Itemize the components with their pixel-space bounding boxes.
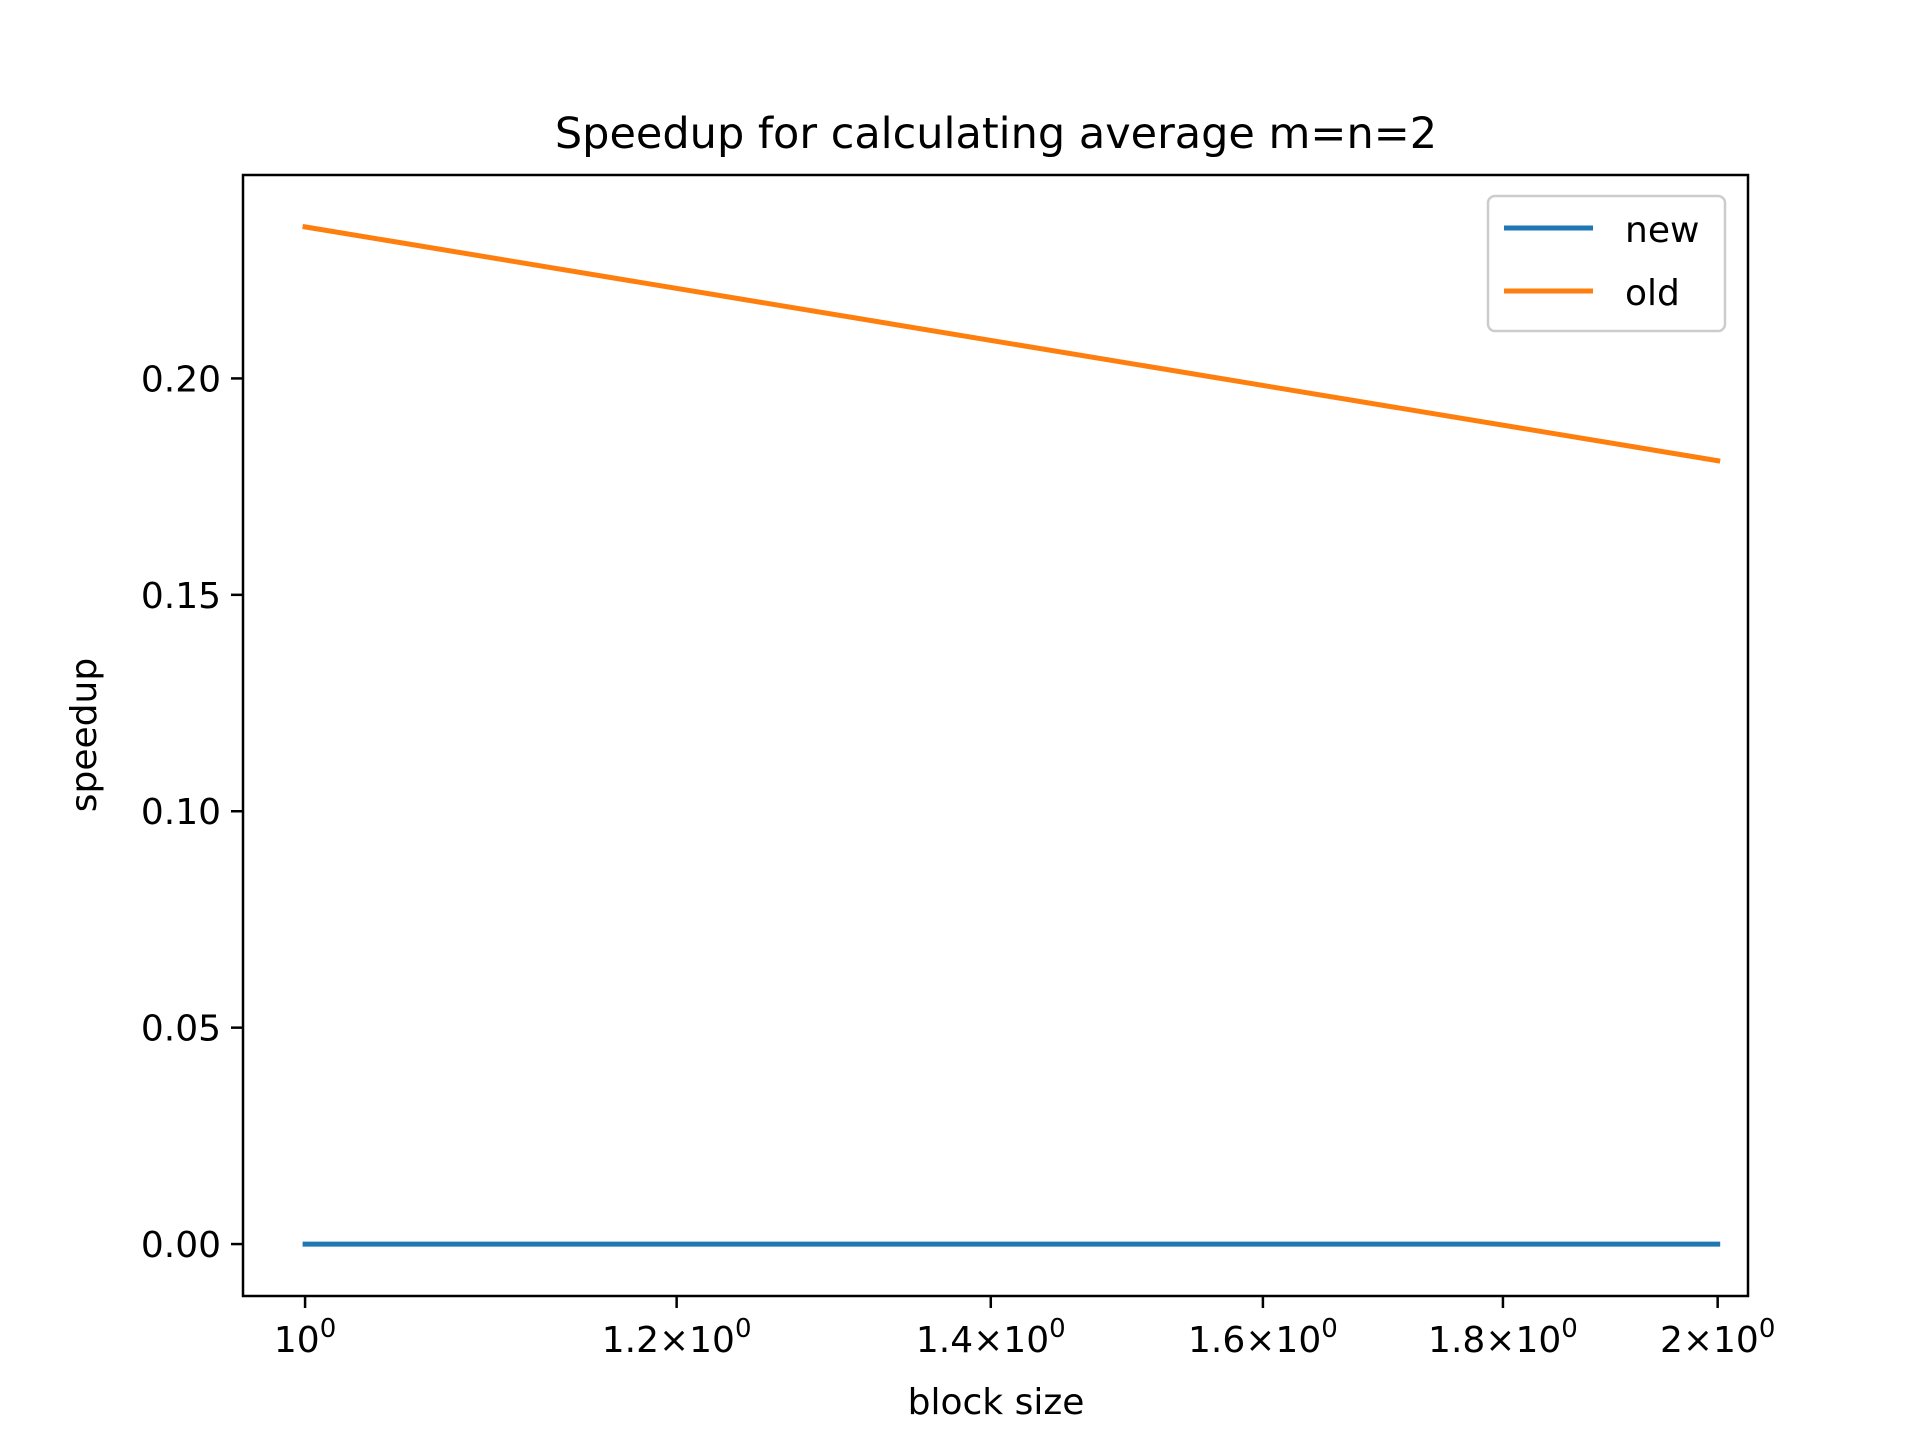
legend: new old xyxy=(1486,194,1727,333)
series-layer xyxy=(302,224,1721,1247)
y-axis-ticks: 0.00 0.05 0.10 0.15 0.20 xyxy=(141,359,243,1266)
x-tick-label: 1.6×100 xyxy=(1188,1314,1338,1361)
y-tick-label: 0.20 xyxy=(141,359,221,400)
y-tick-label: 0.15 xyxy=(141,576,221,617)
y-tick-label: 0.00 xyxy=(141,1225,221,1266)
x-axis-label: block size xyxy=(908,1382,1085,1423)
x-tick-label: 1.2×100 xyxy=(602,1314,752,1361)
chart-title: Speedup for calculating average m=n=2 xyxy=(555,109,1437,159)
x-axis-ticks: 100 1.2×100 1.4×100 1.6×100 1.8×100 2×100 xyxy=(274,1296,1775,1361)
x-tick-label: 2×100 xyxy=(1660,1314,1775,1361)
x-tick-label: 1.4×100 xyxy=(916,1314,1066,1361)
x-tick-label: 100 xyxy=(274,1314,336,1361)
y-axis-label: speedup xyxy=(64,658,105,812)
legend-label-old: old xyxy=(1625,273,1680,314)
legend-label-new: new xyxy=(1625,210,1699,251)
y-tick-label: 0.10 xyxy=(141,792,221,833)
plot-area-frame xyxy=(241,173,1750,1298)
y-tick-label: 0.05 xyxy=(141,1009,221,1050)
x-tick-label: 1.8×100 xyxy=(1428,1314,1578,1361)
series-line-old xyxy=(302,224,1721,464)
